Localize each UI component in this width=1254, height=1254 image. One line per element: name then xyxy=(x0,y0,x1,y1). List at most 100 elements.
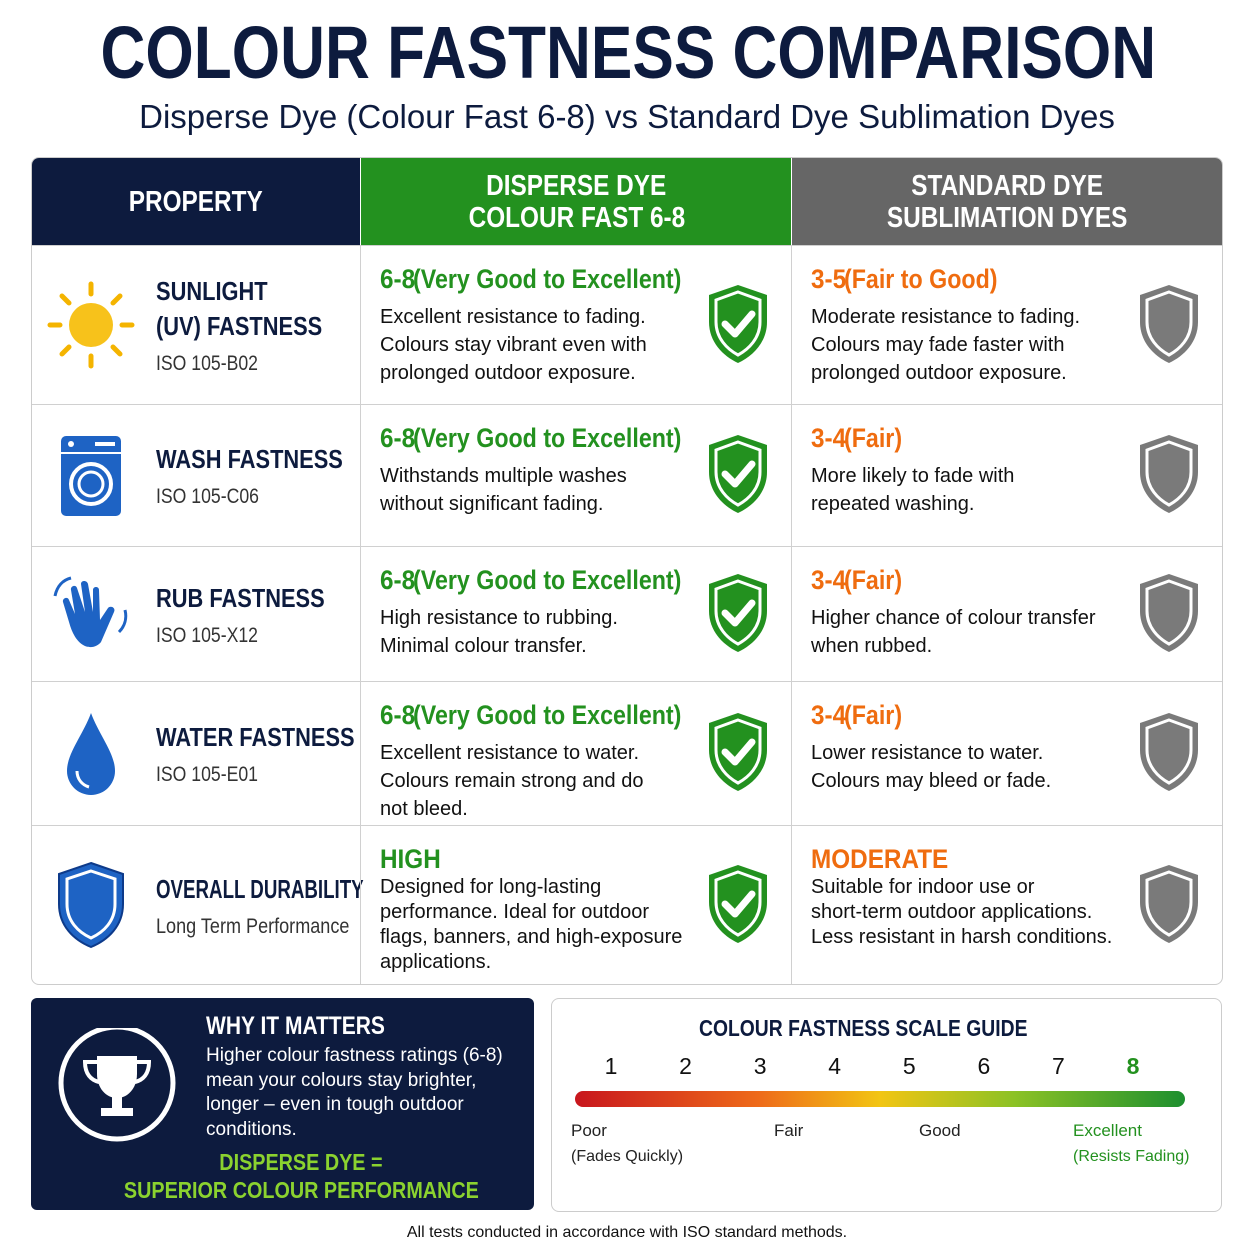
description-line: Minimal colour transfer. xyxy=(380,635,587,657)
description-line: Higher chance of colour transfer xyxy=(811,607,1096,629)
rating-grade: (Very Good to Excellent) xyxy=(413,264,682,294)
rating-grade: (Fair) xyxy=(844,423,903,453)
description-line: not bleed. xyxy=(380,798,468,820)
description-line: short-term outdoor applications. xyxy=(811,901,1093,923)
column-header: DISPERSE DYE COLOUR FAST 6-8 xyxy=(360,158,792,245)
shield-icon xyxy=(1136,432,1202,521)
scale-sublabel: (Resists Fading) xyxy=(1073,1148,1190,1165)
standard-text: MODERATE Suitable for indoor use or short-… xyxy=(811,844,1112,950)
disperse-cell: 6-8(Very Good to Excellent) High resistan… xyxy=(360,546,791,681)
header-text: COLOUR FAST 6-8 xyxy=(468,201,685,234)
description-line: applications. xyxy=(380,951,492,973)
property-name: RUB FASTNESS xyxy=(156,581,357,616)
description-line: without significant fading. xyxy=(380,493,604,515)
why-line: conditions. xyxy=(206,1118,297,1140)
comparison-table: PROPERTY DISPERSE DYE COLOUR FAST 6-8 STAND… xyxy=(31,157,1223,985)
scale-number: 3 xyxy=(753,1053,767,1079)
description-line: repeated washing. xyxy=(811,493,975,515)
description-line: Excellent resistance to water. xyxy=(380,742,640,764)
standard-cell: 3-5(Fair to Good) Moderate resistance to … xyxy=(791,245,1222,404)
rating: MODERATE xyxy=(811,844,1112,875)
why-line: Higher colour fastness ratings (6-8) xyxy=(206,1045,503,1066)
rating-grade: (Very Good to Excellent) xyxy=(413,423,682,453)
property-text: WATER FASTNESS ISO 105-E01 xyxy=(156,682,392,825)
description-line: Withstands multiple washes xyxy=(380,465,627,487)
disperse-text: 6-8(Very Good to Excellent) Withstands mu… xyxy=(380,423,725,518)
column-header: PROPERTY xyxy=(32,158,360,245)
property-name-text: WATER FASTNESS xyxy=(156,722,355,752)
rating-grade: (Fair to Good) xyxy=(844,264,998,294)
property-name: (UV) FASTNESS xyxy=(156,309,354,344)
rating-value: 6-8 xyxy=(380,264,416,294)
header-text: STANDARD DYE xyxy=(911,169,1104,202)
disperse-cell: HIGH Designed for long-lasting performance… xyxy=(360,825,791,984)
rating: 3-4(Fair) xyxy=(811,565,1096,596)
standard-text: 3-4(Fair) More likely to fade with repeate… xyxy=(811,423,1014,518)
shield-icon xyxy=(1136,571,1202,660)
disperse-cell: 6-8(Very Good to Excellent) Excellent res… xyxy=(360,245,791,404)
shield-icon xyxy=(705,282,771,371)
property-text: WASH FASTNESS ISO 105-C06 xyxy=(156,405,378,546)
title: COLOUR FASTNESS COMPARISON xyxy=(0,10,1254,95)
property-name-text: SUNLIGHT xyxy=(156,276,268,306)
header-line: STANDARD DYE xyxy=(893,170,1121,202)
subtitle: Disperse Dye (Colour Fast 6-8) vs Standa… xyxy=(139,98,1115,135)
property-icon xyxy=(44,405,138,546)
tagline-text: SUPERIOR COLOUR PERFORMANCE xyxy=(123,1177,479,1203)
property-code-text: ISO 105-B02 xyxy=(156,352,258,375)
shield-icon xyxy=(705,432,771,521)
why-line: longer – even in tough outdoor xyxy=(206,1094,464,1115)
description-line: prolonged outdoor exposure. xyxy=(380,362,636,384)
property-cell: RUB FASTNESS ISO 105-X12 xyxy=(32,546,360,681)
standard-cell: MODERATE Suitable for indoor use or short-… xyxy=(791,825,1222,984)
property-name: WASH FASTNESS xyxy=(156,442,378,477)
rating: 6-8(Very Good to Excellent) xyxy=(380,565,725,596)
description-line: Moderate resistance to fading. xyxy=(811,306,1081,328)
trophy-icon xyxy=(58,1028,176,1142)
rating-grade: (Very Good to Excellent) xyxy=(413,565,682,595)
property-name-text: OVERALL DURABILITY xyxy=(156,873,364,904)
rating: 6-8(Very Good to Excellent) xyxy=(380,423,725,454)
property-cell: WATER FASTNESS ISO 105-E01 xyxy=(32,681,360,825)
property-name-text: RUB FASTNESS xyxy=(156,582,325,613)
description-line: Colours stay vibrant even with xyxy=(380,334,647,356)
rating-grade: (Fair) xyxy=(844,565,903,595)
scale-sublabel: (Fades Quickly) xyxy=(571,1148,684,1165)
description-line: when rubbed. xyxy=(811,635,933,657)
disperse-cell: 6-8(Very Good to Excellent) Withstands mu… xyxy=(360,404,791,546)
shield-icon xyxy=(1136,710,1202,799)
property-code: ISO 105-C06 xyxy=(156,485,378,509)
scale-number: 5 xyxy=(902,1053,916,1079)
disperse-text: 6-8(Very Good to Excellent) High resistan… xyxy=(380,565,725,660)
property-code: ISO 105-X12 xyxy=(156,624,357,648)
property-text: OVERALL DURABILITY Long Term Performance xyxy=(156,826,444,984)
standard-cell: 3-4(Fair) Higher chance of colour transfe… xyxy=(791,546,1222,681)
property-icon xyxy=(44,826,138,984)
description-line: Excellent resistance to fading. xyxy=(380,306,646,328)
rating-value: 3-4 xyxy=(811,700,847,730)
property-name-text: (UV) FASTNESS xyxy=(156,311,323,341)
scale-box: COLOUR FASTNESS SCALE GUIDE 1 2 3 4 5 6 7 8 Poor… xyxy=(551,998,1222,1212)
standard-text: 3-5(Fair to Good) Moderate resistance to … xyxy=(811,264,1080,387)
tagline-line: DISPERSE DYE = xyxy=(31,1148,571,1176)
description-line: High resistance to rubbing. xyxy=(380,607,618,629)
rating: 3-4(Fair) xyxy=(811,700,1051,731)
disperse-cell: 6-8(Very Good to Excellent) Excellent res… xyxy=(360,681,791,825)
footer: All tests conducted in accordance with I… xyxy=(406,1224,848,1241)
property-code-text: ISO 105-C06 xyxy=(156,485,259,508)
property-code: ISO 105-B02 xyxy=(156,352,354,376)
standard-text: 3-4(Fair) Lower resistance to water. Colou… xyxy=(811,700,1051,795)
description-line: flags, banners, and high-exposure xyxy=(380,926,683,948)
rating: 3-5(Fair to Good) xyxy=(811,264,1080,295)
property-code-text: Long Term Performance xyxy=(156,914,350,938)
standard-cell: 3-4(Fair) Lower resistance to water. Colou… xyxy=(791,681,1222,825)
scale-label: Fair xyxy=(774,1121,804,1140)
rating-value: HIGH xyxy=(380,844,441,874)
scale-number: 8 xyxy=(1126,1053,1140,1079)
description-line: Suitable for indoor use or xyxy=(811,876,1035,898)
property-name: OVERALL DURABILITY xyxy=(156,872,444,907)
property-icon xyxy=(44,547,138,681)
why-title: WHY IT MATTERS xyxy=(206,1012,385,1040)
disperse-text: 6-8(Very Good to Excellent) Excellent res… xyxy=(380,264,725,387)
